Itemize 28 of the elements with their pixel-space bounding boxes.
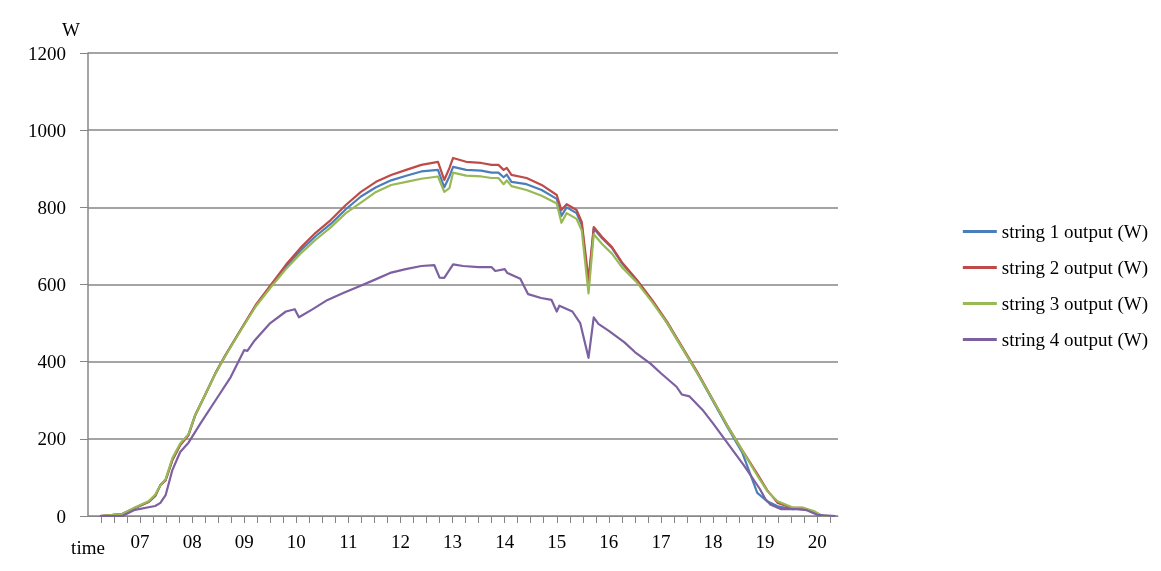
legend-label: string 2 output (W) (1001, 257, 1149, 279)
x-tick-label: 08 (182, 531, 202, 552)
x-tick-label: 15 (547, 531, 567, 552)
y-tick-label: 800 (37, 196, 66, 218)
legend-label: string 4 output (W) (1001, 329, 1149, 351)
y-tick-label: 400 (37, 351, 66, 373)
legend-label: string 1 output (W) (1001, 221, 1149, 243)
y-tick-label: 200 (37, 428, 66, 450)
x-tick-label: 18 (703, 531, 723, 552)
x-tick-label: 14 (495, 531, 515, 552)
y-tick-label: 600 (37, 274, 66, 295)
x-axis-title: time (71, 537, 105, 558)
x-tick-label: 19 (755, 531, 775, 552)
x-tick-label: 16 (599, 531, 619, 552)
line-series (98, 263, 837, 518)
x-tick-label: 11 (339, 531, 358, 552)
x-tick-label: 10 (286, 531, 306, 552)
x-tick-label: 12 (391, 531, 410, 552)
y-tick-label: 1000 (28, 119, 66, 141)
x-tick-label: 20 (807, 531, 827, 552)
x-tick-label: 17 (651, 531, 671, 552)
x-tick-label: 07 (130, 531, 150, 552)
y-tick-label: 0 (56, 505, 66, 527)
y-tick-label: 1200 (28, 42, 66, 64)
x-tick-label: 13 (443, 531, 463, 552)
x-tick-label: 09 (234, 531, 254, 552)
y-axis-title: W (62, 19, 81, 40)
legend-label: string 3 output (W) (1001, 293, 1149, 315)
